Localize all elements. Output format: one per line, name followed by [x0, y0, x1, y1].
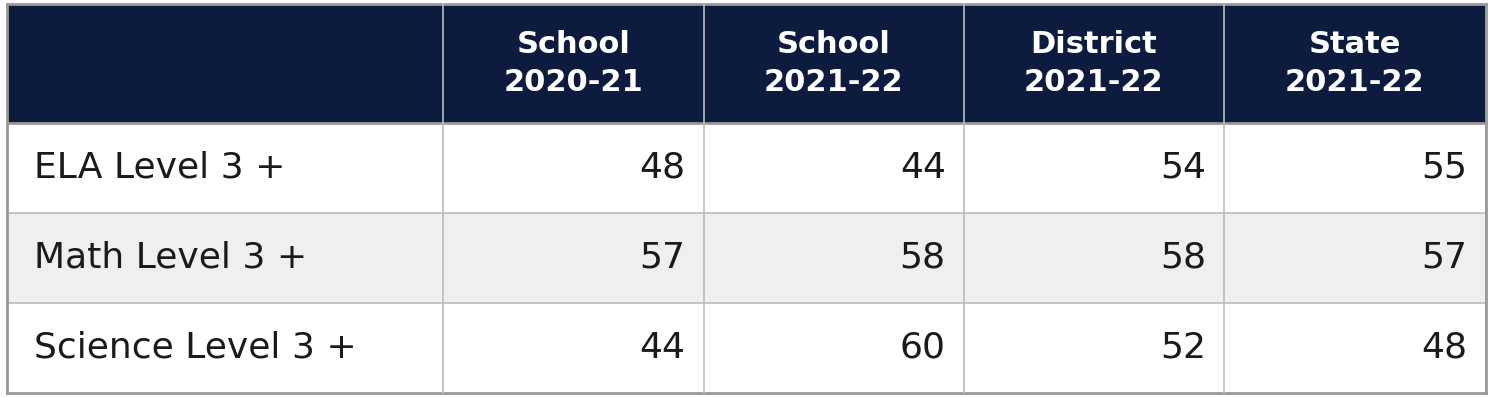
Text: 55: 55: [1421, 151, 1468, 185]
Text: 58: 58: [1160, 241, 1206, 275]
Text: 58: 58: [900, 241, 947, 275]
Bar: [703, 303, 964, 393]
Text: School: School: [776, 30, 891, 59]
Bar: [703, 213, 964, 303]
Bar: [443, 123, 703, 213]
Text: Math Level 3 +: Math Level 3 +: [34, 241, 308, 275]
Text: 44: 44: [639, 331, 685, 365]
Text: ELA Level 3 +: ELA Level 3 +: [34, 151, 285, 185]
Bar: [7, 123, 443, 213]
Bar: [703, 4, 964, 123]
Bar: [1224, 213, 1486, 303]
Bar: [1224, 303, 1486, 393]
Text: State: State: [1308, 30, 1400, 59]
Text: 2020-21: 2020-21: [503, 68, 643, 97]
Text: 44: 44: [900, 151, 947, 185]
Text: 57: 57: [639, 241, 685, 275]
Bar: [964, 303, 1224, 393]
Text: 54: 54: [1160, 151, 1206, 185]
Bar: [1224, 4, 1486, 123]
Text: 60: 60: [900, 331, 947, 365]
Text: 2021-22: 2021-22: [1285, 68, 1424, 97]
Text: 2021-22: 2021-22: [1024, 68, 1163, 97]
Bar: [964, 4, 1224, 123]
Bar: [964, 213, 1224, 303]
Bar: [443, 4, 703, 123]
Text: District: District: [1030, 30, 1157, 59]
Bar: [7, 213, 443, 303]
Bar: [443, 303, 703, 393]
Text: 48: 48: [639, 151, 685, 185]
Bar: [7, 4, 443, 123]
Bar: [1224, 123, 1486, 213]
Text: Science Level 3 +: Science Level 3 +: [34, 331, 357, 365]
Text: 57: 57: [1421, 241, 1468, 275]
Text: 52: 52: [1160, 331, 1206, 365]
Text: School: School: [517, 30, 630, 59]
Text: 2021-22: 2021-22: [764, 68, 903, 97]
Text: 48: 48: [1421, 331, 1468, 365]
Bar: [703, 123, 964, 213]
Bar: [7, 303, 443, 393]
Bar: [964, 123, 1224, 213]
Bar: [443, 213, 703, 303]
